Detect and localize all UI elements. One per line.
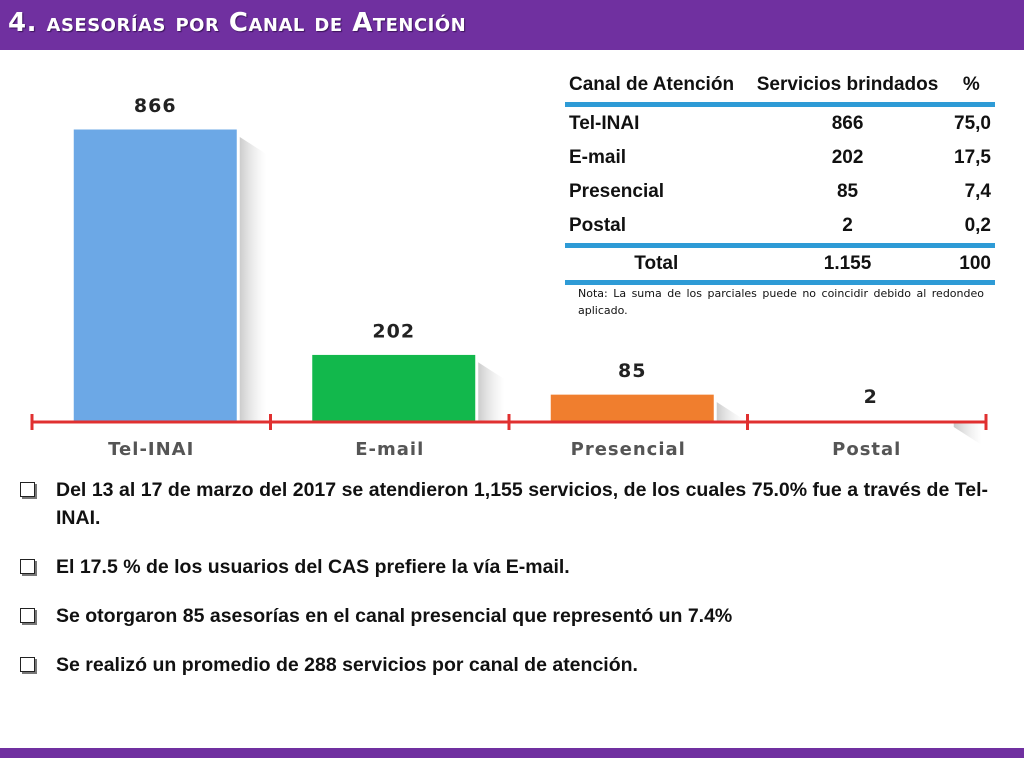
bullet-text: Del 13 al 17 de marzo del 2017 se atendi…	[56, 479, 988, 529]
bar-chart: 866 Tel-INAI 202 E-mail 85 Presencial 2 Postal	[30, 95, 988, 460]
bullet-item: Del 13 al 17 de marzo del 2017 se atendi…	[14, 476, 988, 532]
cell-channel: Tel-INAI	[569, 113, 640, 134]
bar-presencial	[547, 391, 717, 424]
title-bar: 4. asesorías por Canal de Atención	[0, 0, 1024, 50]
labels-layer: 866 Tel-INAI 202 E-mail 85 Presencial 2 Postal	[108, 95, 901, 460]
x-axis-ticks	[30, 414, 988, 430]
header-percent: %	[962, 73, 980, 95]
cell-channel: E-mail	[569, 147, 627, 168]
category-label: Postal	[832, 439, 901, 460]
table-note: Nota: La suma de los parciales puede no …	[578, 287, 984, 317]
checkbox-bullet-icon	[20, 559, 35, 574]
category-label: Tel-INAI	[108, 439, 194, 460]
bullet-item: Se realizó un promedio de 288 servicios …	[14, 651, 988, 679]
table-row: Presencial 85 7,4	[565, 175, 995, 209]
table-row: Tel-INAI 866 75,0	[565, 105, 995, 142]
cell-services: 85	[836, 181, 859, 202]
page-title: 4. asesorías por Canal de Atención	[8, 8, 467, 38]
cell-percent: 0,2	[964, 215, 991, 236]
bar-tel-inai	[70, 126, 240, 424]
cell-percent: 75,0	[954, 113, 991, 134]
bar-value-label: 202	[372, 320, 415, 342]
header-channel: Canal de Atención	[569, 73, 735, 95]
bars-layer	[70, 126, 982, 445]
cell-services: 866	[831, 113, 864, 134]
bullet-text: El 17.5 % de los usuarios del CAS prefie…	[56, 556, 570, 578]
table-row: Postal 2 0,2	[565, 209, 995, 246]
total-percent: 100	[959, 253, 991, 274]
bullet-item: El 17.5 % de los usuarios del CAS prefie…	[14, 553, 988, 581]
checkbox-bullet-icon	[20, 657, 35, 672]
cell-percent: 17,5	[954, 147, 991, 168]
bar-shadow	[238, 136, 267, 422]
cell-services: 2	[842, 215, 853, 236]
table-row: E-mail 202 17,5	[565, 141, 995, 175]
bar-value-label: 85	[618, 360, 646, 382]
checkbox-bullet-icon	[20, 482, 35, 497]
table-total-row: Total 1.155 100	[565, 245, 995, 283]
checkbox-bullet-icon	[20, 608, 35, 623]
cell-services: 202	[831, 147, 864, 168]
category-label: E-mail	[355, 439, 424, 460]
bar-value-label: 866	[134, 95, 177, 117]
header-services: Servicios brindados	[756, 73, 939, 95]
bar-value-label: 2	[864, 386, 878, 408]
bullet-item: Se otorgaron 85 asesorías en el canal pr…	[14, 602, 988, 630]
total-services: 1.155	[823, 253, 872, 274]
table-header-row: Canal de Atención Servicios brindados %	[565, 67, 995, 105]
bar-shadow	[715, 401, 744, 422]
bar-shadow	[476, 361, 505, 422]
category-label: Presencial	[571, 439, 686, 460]
cell-channel: Presencial	[569, 181, 665, 202]
cell-percent: 7,4	[964, 181, 991, 202]
bar-e-mail	[309, 351, 479, 424]
total-label: Total	[634, 253, 679, 274]
data-table: Canal de Atención Servicios brindados % …	[565, 67, 995, 285]
bullet-list: Del 13 al 17 de marzo del 2017 se atendi…	[14, 476, 988, 700]
bottom-bar	[0, 748, 1024, 758]
bar-shadow	[953, 422, 982, 445]
bullet-text: Se otorgaron 85 asesorías en el canal pr…	[56, 605, 733, 627]
cell-channel: Postal	[569, 215, 627, 236]
bullet-text: Se realizó un promedio de 288 servicios …	[56, 654, 638, 676]
